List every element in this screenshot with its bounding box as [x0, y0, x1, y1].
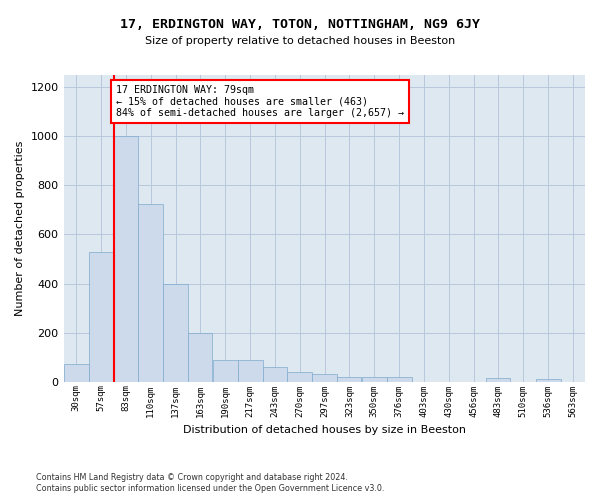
Bar — [89, 252, 113, 382]
Text: 17, ERDINGTON WAY, TOTON, NOTTINGHAM, NG9 6JY: 17, ERDINGTON WAY, TOTON, NOTTINGHAM, NG… — [120, 18, 480, 30]
Text: Contains public sector information licensed under the Open Government Licence v3: Contains public sector information licen… — [36, 484, 385, 493]
Bar — [337, 376, 361, 382]
Y-axis label: Number of detached properties: Number of detached properties — [15, 140, 25, 316]
Bar — [238, 360, 263, 382]
Text: 17 ERDINGTON WAY: 79sqm
← 15% of detached houses are smaller (463)
84% of semi-d: 17 ERDINGTON WAY: 79sqm ← 15% of detache… — [116, 85, 404, 118]
Bar — [387, 376, 412, 382]
Bar — [487, 378, 511, 382]
Bar — [362, 376, 386, 382]
Text: Contains HM Land Registry data © Crown copyright and database right 2024.: Contains HM Land Registry data © Crown c… — [36, 472, 348, 482]
Bar — [138, 204, 163, 382]
Bar — [212, 360, 238, 382]
X-axis label: Distribution of detached houses by size in Beeston: Distribution of detached houses by size … — [183, 425, 466, 435]
Bar — [312, 374, 337, 382]
Bar — [163, 284, 188, 382]
Bar — [263, 367, 287, 382]
Bar — [114, 136, 138, 382]
Bar — [536, 378, 560, 382]
Bar — [64, 364, 89, 382]
Bar — [188, 332, 212, 382]
Bar — [287, 372, 312, 382]
Text: Size of property relative to detached houses in Beeston: Size of property relative to detached ho… — [145, 36, 455, 46]
